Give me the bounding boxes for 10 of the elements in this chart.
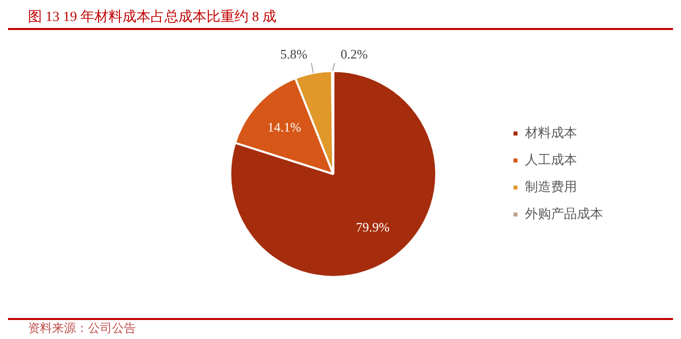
text: 资料来源：公司公告 xyxy=(28,321,136,335)
chart-title: 图 13 19 年材料成本占总成本比重约 8 成 xyxy=(8,8,673,30)
data-label: 0.2% xyxy=(340,46,368,62)
data-label: 14.1% xyxy=(268,120,302,135)
legend-label: 制造费用 xyxy=(525,178,577,194)
data-label: 79.9% xyxy=(356,219,390,234)
legend-label: 外购产品成本 xyxy=(525,206,603,221)
data-label: 5.8% xyxy=(280,46,308,62)
legend-label: 材料成本 xyxy=(524,124,577,140)
legend-label: 人工成本 xyxy=(525,152,577,167)
